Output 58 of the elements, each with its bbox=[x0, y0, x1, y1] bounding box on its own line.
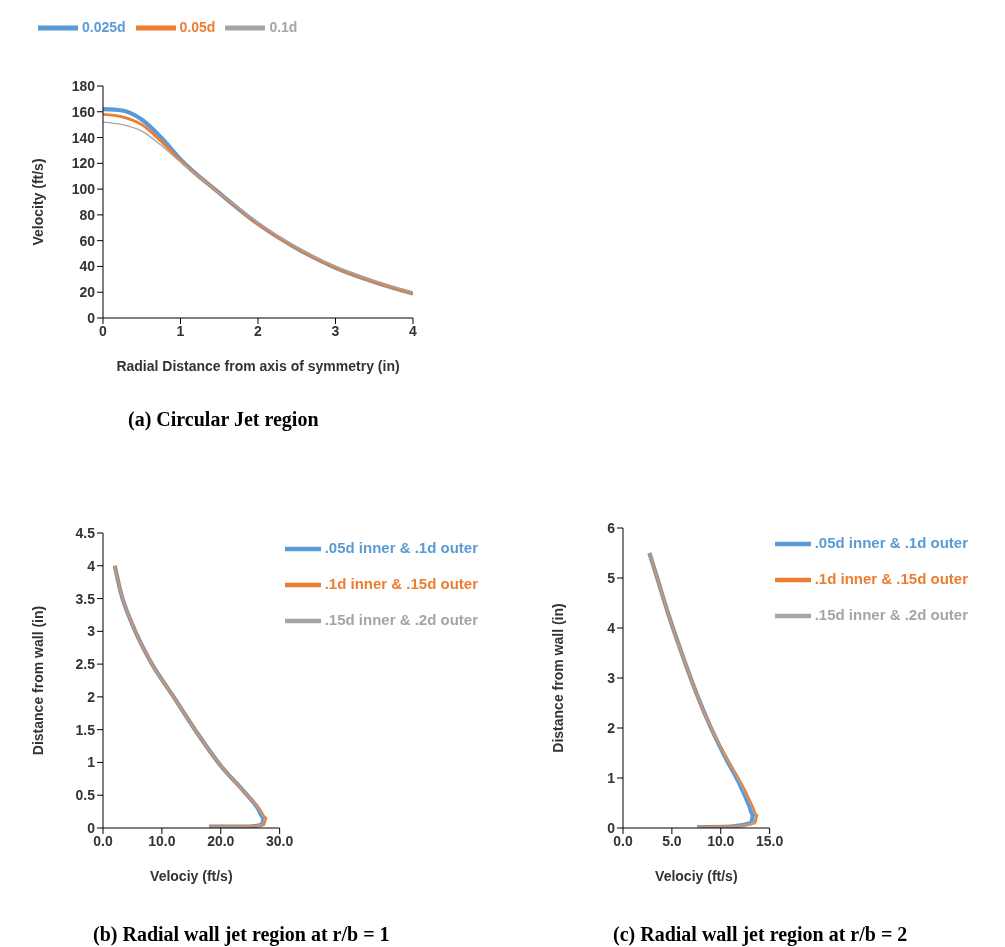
x-tick-label: 20.0 bbox=[207, 832, 235, 849]
x-tick-label: 0.0 bbox=[613, 832, 633, 849]
y-tick-label: 3 bbox=[87, 623, 96, 640]
y-tick-label: 4 bbox=[607, 619, 616, 636]
y-tick-label: 140 bbox=[71, 129, 96, 146]
y-tick-label: 0 bbox=[87, 819, 96, 836]
y-tick-label: 5 bbox=[607, 569, 616, 586]
y-tick-label: 60 bbox=[79, 232, 96, 249]
y-tick-label: 6 bbox=[607, 519, 616, 536]
text: (c) Radial wall jet region at r/b = 2 bbox=[613, 923, 909, 946]
text: (b) Radial wall jet region at r/b = 1 bbox=[93, 923, 391, 946]
y-tick-label: 2 bbox=[607, 719, 616, 736]
y-tick-label: 40 bbox=[79, 258, 96, 275]
y-tick-label: 4.5 bbox=[75, 524, 96, 541]
y-tick-label: 2 bbox=[87, 688, 96, 705]
y-tick-label: 1 bbox=[87, 754, 96, 771]
y-tick-label: 0 bbox=[87, 309, 96, 326]
y-tick-label: 0.5 bbox=[75, 787, 96, 804]
y-tick-label: 160 bbox=[71, 103, 96, 120]
x-tick-label: 15.0 bbox=[756, 832, 784, 849]
x-axis-title: Velociy (ft/s) bbox=[655, 868, 738, 884]
y-axis-title: Distance from wall (in) bbox=[29, 605, 46, 756]
x-axis-title: Velociy (ft/s) bbox=[150, 868, 233, 884]
legend-label: 0.025d bbox=[82, 18, 126, 35]
y-tick-label: 1 bbox=[607, 769, 616, 786]
legend-label: .05d inner & .1d outer bbox=[324, 538, 478, 556]
y-tick-label: 20 bbox=[79, 284, 96, 301]
x-tick-label: 30.0 bbox=[266, 832, 294, 849]
x-tick-label: 1 bbox=[176, 322, 185, 339]
y-tick-label: 3 bbox=[607, 669, 616, 686]
y-axis-title: Distance from wall (in) bbox=[549, 603, 566, 753]
legend-label: .15d inner & .2d outer bbox=[324, 610, 478, 628]
x-tick-label: 4 bbox=[409, 322, 418, 339]
x-tick-label: 10.0 bbox=[148, 832, 176, 849]
legend-label: 0.1d bbox=[269, 18, 298, 35]
y-tick-label: 0 bbox=[607, 819, 616, 836]
x-axis-title: Radial Distance from axis of symmetry (in) bbox=[116, 358, 400, 374]
text: (a) Circular Jet region bbox=[128, 408, 320, 431]
x-tick-label: 0.0 bbox=[93, 832, 113, 849]
y-axis-title: Velocity (ft/s) bbox=[29, 158, 46, 246]
y-tick-label: 120 bbox=[71, 155, 96, 172]
y-tick-label: 2.5 bbox=[75, 656, 96, 673]
legend-label: .05d inner & .1d outer bbox=[814, 533, 968, 551]
x-tick-label: 10.0 bbox=[707, 832, 735, 849]
legend-label: .15d inner & .2d outer bbox=[814, 605, 968, 623]
legend-label: 0.05d bbox=[179, 18, 216, 35]
legend-label: .1d inner & .15d outer bbox=[814, 569, 968, 587]
y-tick-label: 100 bbox=[71, 181, 96, 198]
x-tick-label: 3 bbox=[331, 322, 340, 339]
x-tick-label: 2 bbox=[254, 322, 263, 339]
x-tick-label: 5.0 bbox=[662, 832, 682, 849]
y-tick-label: 3.5 bbox=[75, 590, 96, 607]
y-tick-label: 4 bbox=[87, 557, 96, 574]
legend-label: .1d inner & .15d outer bbox=[324, 574, 478, 592]
y-tick-label: 180 bbox=[71, 77, 96, 94]
y-tick-label: 1.5 bbox=[75, 721, 96, 738]
x-tick-label: 0 bbox=[99, 322, 108, 339]
y-tick-label: 80 bbox=[79, 206, 96, 223]
